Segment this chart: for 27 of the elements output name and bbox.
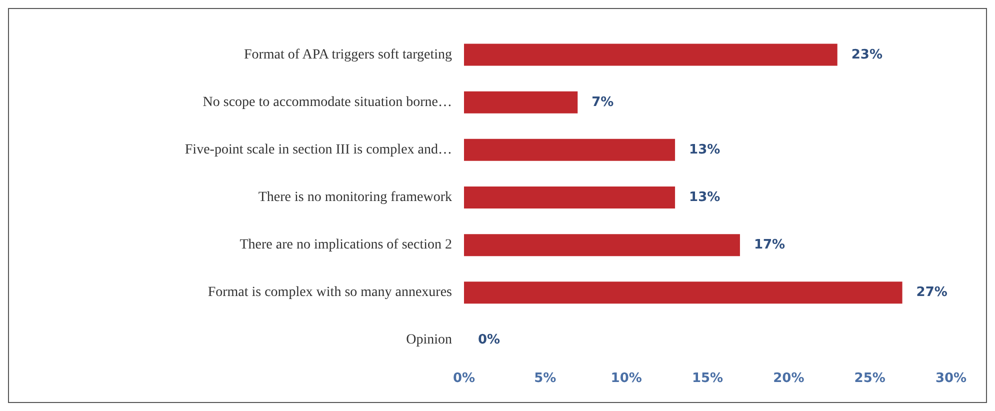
data-label: 0% bbox=[478, 332, 500, 348]
data-label: 13% bbox=[689, 142, 720, 158]
y-tick-label: Five-point scale in section III is complex and… bbox=[184, 142, 452, 158]
x-tick-label: 5% bbox=[534, 371, 556, 386]
x-tick-label: 0% bbox=[452, 371, 476, 386]
x-tick-label: 30% bbox=[935, 371, 967, 386]
bar bbox=[464, 91, 578, 114]
y-tick-label: Opinion bbox=[406, 332, 452, 348]
bar bbox=[464, 282, 902, 304]
x-tick-label: 20% bbox=[773, 371, 804, 386]
data-label: 23% bbox=[851, 47, 882, 62]
y-tick-label: Format of APA triggers soft targeting bbox=[244, 47, 452, 62]
data-label: 7% bbox=[592, 94, 614, 110]
data-label: 17% bbox=[754, 238, 786, 253]
bar bbox=[464, 44, 838, 66]
y-tick-label: There is no monitoring framework bbox=[258, 190, 452, 205]
y-tick-label: There are no implications of section 2 bbox=[240, 238, 452, 253]
data-label: 13% bbox=[689, 190, 720, 205]
x-tick-label: 15% bbox=[692, 371, 724, 386]
bar bbox=[464, 138, 676, 161]
y-tick-label: Format is complex with so many annexures bbox=[208, 285, 452, 300]
data-label: 27% bbox=[916, 285, 948, 300]
bar bbox=[464, 234, 740, 256]
x-tick-label: 25% bbox=[854, 371, 886, 386]
bar bbox=[464, 186, 676, 208]
x-tick-label: 10% bbox=[610, 371, 642, 386]
y-tick-label: No scope to accommodate situation borne… bbox=[202, 94, 452, 110]
